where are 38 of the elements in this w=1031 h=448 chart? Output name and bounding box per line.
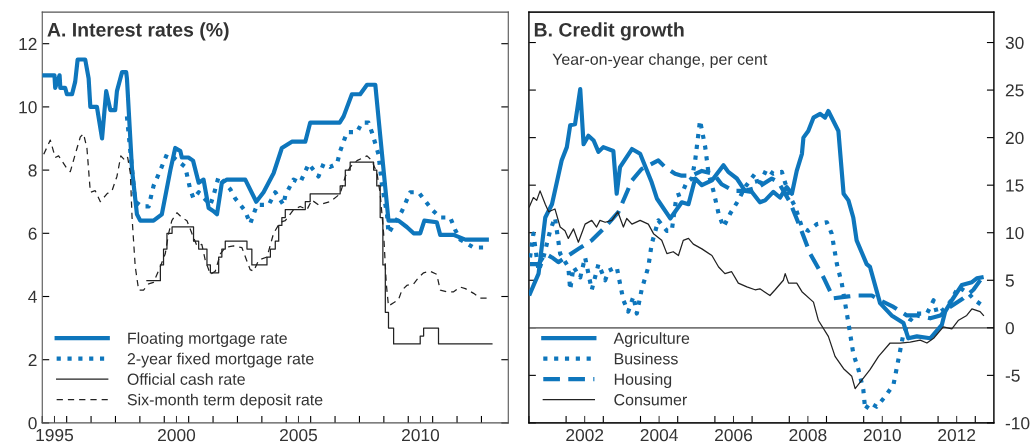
y2-tick-label: 15	[1006, 179, 1024, 192]
x-tick-label: 1995	[36, 428, 74, 442]
y-tick-label: 2	[28, 353, 37, 366]
y-tick-label: 12	[19, 37, 37, 50]
legend-label: Official cash rate	[127, 373, 245, 385]
line-series	[528, 190, 985, 390]
y-tick-label: 8	[28, 164, 37, 177]
x-tick-label: 2010	[402, 428, 440, 442]
y-tick-label: 0	[28, 417, 37, 430]
y2-tick-label: 25	[1005, 84, 1024, 97]
x-tick-label: 2008	[789, 428, 827, 442]
y2-tick-label: 20	[1005, 131, 1024, 145]
legend-label: Floating mortgage rate	[128, 332, 287, 348]
y2-tick-label: 10	[1006, 226, 1024, 240]
chart-title: B. Credit growth	[534, 22, 684, 41]
x-tick-label: 2006	[715, 428, 753, 442]
legend-label: 2-year fixed mortgage rate	[127, 352, 314, 368]
y2-tick-label: 5	[1005, 274, 1014, 287]
y-tick-label: 10	[19, 101, 37, 114]
legend-label: Agriculture	[613, 332, 690, 348]
legend-label: Business	[614, 352, 678, 365]
legend-label: Housing	[614, 373, 672, 389]
y2-tick-label: -5	[1005, 369, 1020, 382]
x-tick-label: 2000	[158, 428, 196, 442]
y2-tick-label: -10	[1005, 417, 1030, 430]
y2-tick-label: 30	[1005, 36, 1024, 49]
x-tick-label: 2005	[280, 428, 318, 442]
x-tick-label: 2012	[938, 428, 976, 442]
y2-tick-label: 0	[1005, 321, 1014, 335]
legend-label: Consumer	[614, 394, 687, 406]
x-tick-label: 2004	[640, 428, 678, 442]
y-tick-label: 4	[28, 290, 37, 303]
chart-title: A. Interest rates (%)	[47, 22, 229, 41]
x-tick-label: 2010	[863, 428, 901, 442]
legend-label: Six-month term deposit rate	[127, 393, 323, 409]
x-tick-label: 2002	[566, 428, 604, 442]
text: Year-on-year change, per cent	[552, 53, 768, 69]
y-tick-label: 6	[28, 227, 37, 240]
